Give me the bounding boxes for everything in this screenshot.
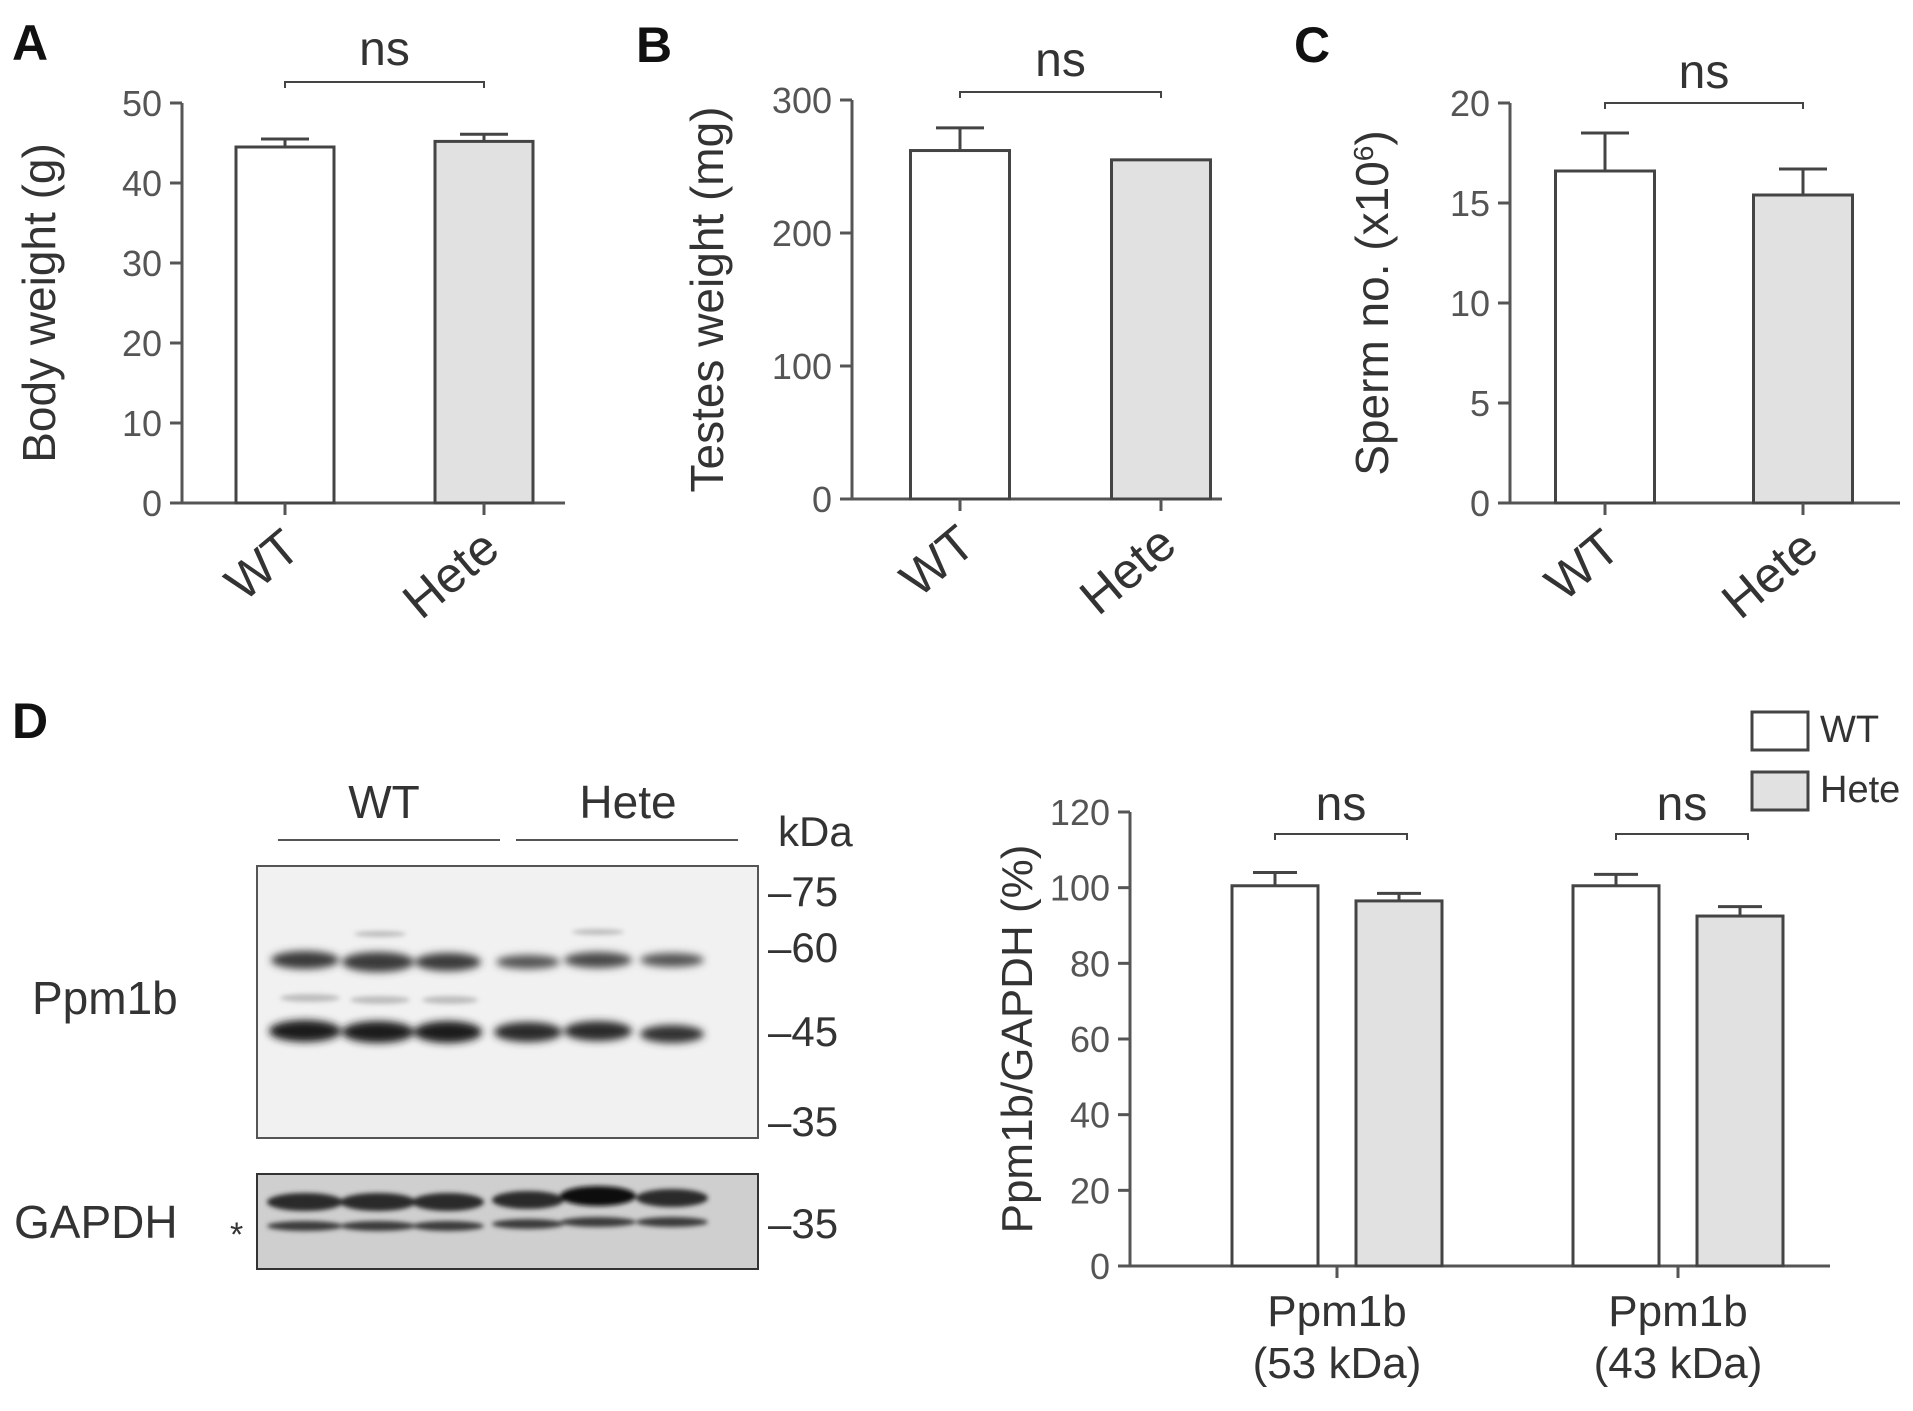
chart-c-y-tick-label: 20 — [1450, 83, 1490, 124]
western-blot: WT Hete kDa –75 — [14, 776, 853, 1270]
blot-kda-label: kDa — [778, 808, 853, 855]
blot-label-gapdh-asterisk: * — [230, 1216, 243, 1254]
ppm1b-band-faint — [280, 929, 624, 1004]
chart-c-y-axis-label: Sperm no. (x106) — [1346, 130, 1398, 475]
legend-label-hete: Hete — [1820, 769, 1900, 811]
chart-c-significance-bracket — [1604, 102, 1804, 109]
chart-c-y-tick-label: 10 — [1450, 283, 1490, 324]
chart-a-significance-label: ns — [359, 23, 410, 76]
chart-c-x-tick-label: Hete — [1711, 519, 1828, 630]
chart-a-y-axis-label: Body weight (g) — [13, 143, 65, 463]
chart-d-x-tick-label: Ppm1b — [1267, 1287, 1406, 1336]
gapdh-band-lower — [267, 1217, 708, 1231]
chart-d-x-tick-label: (53 kDa) — [1253, 1339, 1422, 1388]
chart-d-y-tick-label: 20 — [1070, 1170, 1110, 1211]
chart-a-y-tick-label: 20 — [122, 323, 162, 364]
chart-c-y-axis-label-end: ) — [1346, 130, 1398, 145]
chart-body-weight: 0 10 20 30 40 50 WT Hete ns Body weight (g) — [13, 23, 565, 629]
chart-a-y-tick-label: 50 — [122, 83, 162, 124]
chart-a-y-tick-label: 30 — [122, 243, 162, 284]
chart-b-y-tick-label: 100 — [772, 346, 832, 387]
chart-a-x-tick-label: WT — [215, 519, 311, 612]
chart-a-bar-wt — [234, 145, 336, 505]
blot-marker-45: –45 — [768, 1008, 838, 1055]
chart-b-x-tick-label: WT — [890, 515, 986, 608]
blot-marker-75: –75 — [768, 868, 838, 915]
chart-d-bar-wt — [1571, 884, 1661, 1268]
chart-a-significance-bracket — [284, 81, 485, 88]
panel-label-a: A — [12, 15, 48, 71]
chart-d-x-tick-label: Ppm1b — [1608, 1287, 1747, 1336]
chart-d-significance-bracket — [1615, 833, 1749, 840]
panel-label-b: B — [636, 17, 672, 73]
chart-b-y-tick-label: 0 — [812, 479, 832, 520]
chart-d-y-tick-label: 40 — [1070, 1095, 1110, 1136]
chart-c-y-tick-label: 15 — [1450, 183, 1490, 224]
chart-testes-weight: 0 100 200 300 WT Hete ns Testes weight (mg) — [681, 34, 1222, 625]
blot-group-label-hete: Hete — [579, 776, 676, 828]
chart-a-x-tick-label: Hete — [392, 519, 509, 630]
chart-b-y-tick-label: 200 — [772, 213, 832, 254]
chart-b-significance-bracket — [959, 91, 1162, 98]
chart-d-significance-label: ns — [1657, 778, 1708, 831]
chart-d-bar-wt — [1230, 884, 1320, 1268]
chart-b-y-axis-label: Testes weight (mg) — [681, 106, 733, 492]
blot-group-label-wt: WT — [348, 776, 420, 828]
chart-b-significance-label: ns — [1035, 34, 1086, 87]
chart-c-x-tick-label: WT — [1535, 519, 1631, 612]
blot-membrane-ppm1b — [256, 865, 759, 1139]
chart-sperm-number: 0 5 10 15 20 WT Hete ns Sperm no. (x106) — [1346, 46, 1900, 629]
legend-label-wt: WT — [1820, 709, 1879, 751]
chart-d-significance-bracket — [1274, 833, 1408, 840]
ppm1b-band-upper — [271, 951, 704, 972]
chart-a-y-tick-label: 10 — [122, 403, 162, 444]
chart-d-y-axis-label: Ppm1b/GAPDH (%) — [993, 845, 1042, 1234]
chart-d-significance-label: ns — [1316, 778, 1367, 831]
chart-b-x-tick-label: Hete — [1069, 515, 1186, 626]
legend-swatch-wt — [1750, 710, 1810, 752]
chart-c-y-tick-label: 5 — [1470, 383, 1490, 424]
chart-c-significance-label: ns — [1679, 46, 1730, 99]
blot-label-gapdh: GAPDH — [14, 1196, 178, 1248]
chart-d-bar-hete — [1695, 914, 1785, 1268]
chart-c-y-axis-label-sup: 6 — [1348, 146, 1379, 162]
chart-c-bar-wt — [1554, 169, 1656, 505]
chart-a-y-tick-label: 0 — [142, 483, 162, 524]
gapdh-band-upper — [267, 1186, 708, 1211]
chart-d-y-tick-label: 120 — [1050, 792, 1110, 833]
chart-b-bar-wt — [909, 149, 1011, 501]
chart-d-bar-hete — [1354, 899, 1444, 1268]
chart-a-y-tick-label: 40 — [122, 163, 162, 204]
chart-b-bar-hete — [1110, 158, 1212, 501]
chart-c-y-tick-label: 0 — [1470, 483, 1490, 524]
chart-d-y-tick-label: 0 — [1090, 1246, 1110, 1287]
chart-a-bar-hete — [433, 139, 535, 505]
chart-d-y-tick-label: 60 — [1070, 1019, 1110, 1060]
panel-label-d: D — [12, 693, 48, 749]
blot-marker-60: –60 — [768, 924, 838, 971]
panel-label-c: C — [1294, 17, 1330, 73]
ppm1b-band-lower — [269, 1020, 704, 1043]
chart-b-y-tick-label: 300 — [772, 80, 832, 121]
chart-d-y-tick-label: 80 — [1070, 943, 1110, 984]
chart-d-y-tick-label: 100 — [1050, 868, 1110, 909]
chart-c-bar-hete — [1752, 193, 1854, 505]
blot-label-ppm1b: Ppm1b — [32, 972, 178, 1024]
chart-d-x-tick-label: (43 kDa) — [1594, 1339, 1763, 1388]
legend-swatch-hete — [1750, 770, 1810, 812]
blot-marker-35: –35 — [768, 1098, 838, 1145]
blot-marker-gapdh-35: –35 — [768, 1200, 838, 1247]
